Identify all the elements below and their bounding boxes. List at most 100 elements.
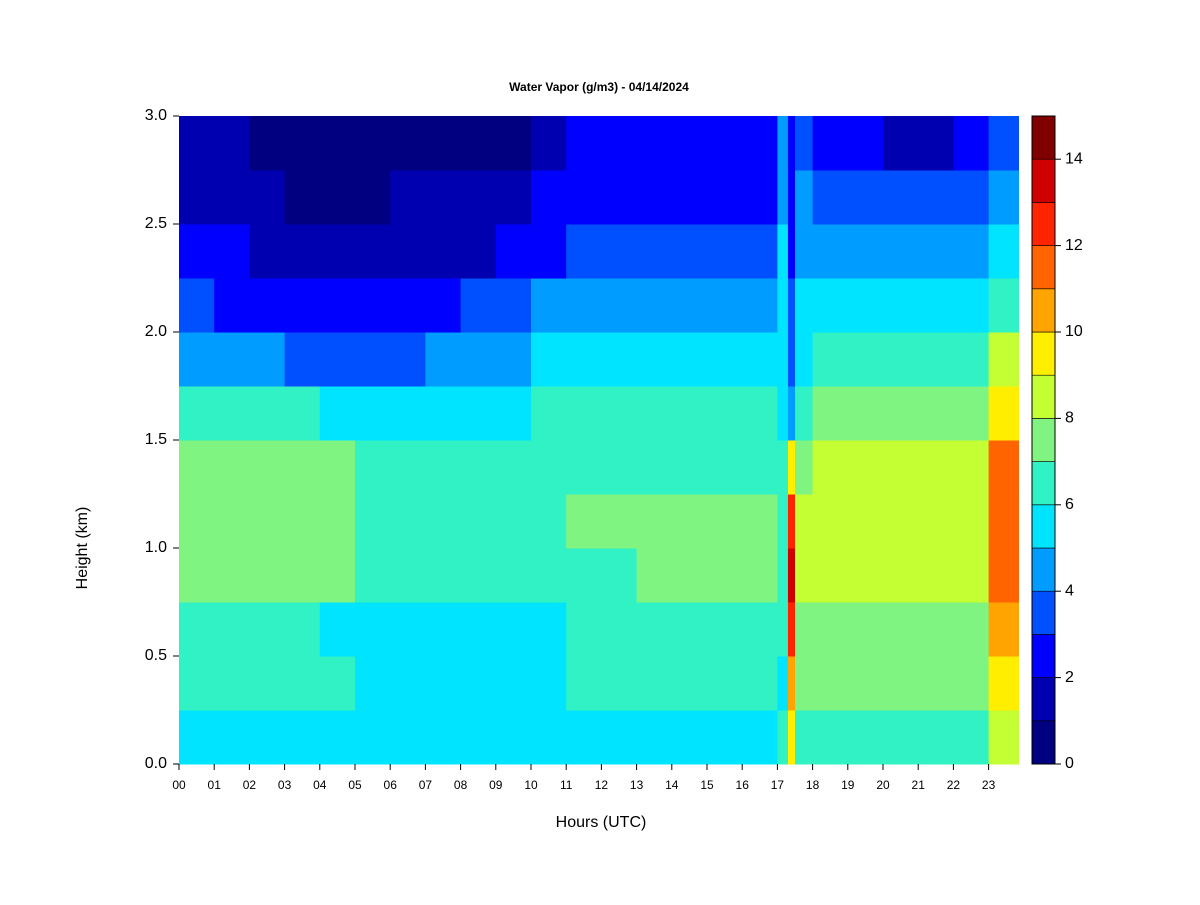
contour-cell — [425, 116, 462, 171]
x-tick-label: 22 — [947, 778, 961, 792]
contour-cell — [355, 116, 391, 171]
contour-cell — [179, 278, 215, 333]
contour-cell — [249, 386, 286, 441]
contour-cell — [742, 386, 778, 441]
contour-cell — [918, 386, 954, 441]
contour-cell — [460, 602, 497, 657]
contour-cell — [953, 386, 990, 441]
contour-cell — [214, 548, 250, 603]
contour-cell — [249, 332, 286, 387]
contour-cell — [671, 332, 708, 387]
contour-cell — [742, 656, 778, 711]
contour-cell — [953, 224, 990, 279]
x-axis-label: Hours (UTC) — [556, 814, 647, 831]
contour-cell — [425, 710, 462, 765]
colorbar-segment — [1031, 590, 1056, 635]
contour-cell — [883, 494, 919, 549]
contour-cell — [787, 494, 796, 549]
contour-cell — [636, 710, 673, 765]
contour-cell — [795, 332, 814, 387]
contour-cell — [988, 710, 1020, 765]
contour-cell — [495, 494, 532, 549]
contour-cell — [953, 332, 990, 387]
contour-cell — [883, 548, 919, 603]
contour-cell — [355, 548, 391, 603]
contour-cell — [883, 224, 919, 279]
contour-cell — [707, 494, 743, 549]
contour-cell — [795, 386, 814, 441]
contour-cell — [460, 656, 497, 711]
contour-cell — [847, 602, 884, 657]
contour-cell — [742, 440, 778, 495]
contour-cell — [566, 386, 602, 441]
contour-cell — [460, 386, 497, 441]
contour-cell — [847, 278, 884, 333]
contour-cell — [787, 224, 796, 279]
colorbar-segment — [1031, 245, 1056, 290]
contour-cell — [355, 332, 391, 387]
contour-cell — [988, 656, 1020, 711]
contour-cell — [355, 602, 391, 657]
contour-cell — [214, 440, 250, 495]
contour-cell — [284, 656, 321, 711]
contour-cell — [390, 548, 426, 603]
contour-cell — [953, 440, 990, 495]
contour-cell — [883, 602, 919, 657]
contour-cell — [918, 332, 954, 387]
contour-cell — [566, 170, 602, 225]
contour-cell — [319, 710, 356, 765]
contour-cell — [953, 278, 990, 333]
contour-cell — [707, 332, 743, 387]
contour-cell — [390, 332, 426, 387]
x-tick-label: 08 — [454, 778, 468, 792]
contour-cell — [249, 494, 286, 549]
contour-cell — [787, 386, 796, 441]
contour-cell — [531, 170, 567, 225]
contour-cell — [460, 332, 497, 387]
colorbar-segment — [1031, 720, 1056, 765]
contour-cell — [795, 278, 814, 333]
contour-cell — [795, 602, 814, 657]
contour-cell — [847, 548, 884, 603]
contour-cell — [284, 224, 321, 279]
contour-cell — [179, 440, 215, 495]
contour-cell — [284, 332, 321, 387]
contour-cell — [179, 224, 215, 279]
contour-cell — [425, 548, 462, 603]
contour-cell — [707, 278, 743, 333]
x-tick-label: 15 — [700, 778, 714, 792]
contour-cell — [495, 332, 532, 387]
contour-cell — [601, 224, 638, 279]
x-tick-label: 18 — [806, 778, 820, 792]
contour-cell — [988, 170, 1020, 225]
contour-cell — [918, 224, 954, 279]
colorbar-tick-label: 2 — [1065, 669, 1074, 686]
contour-cell — [319, 224, 356, 279]
x-tick-label: 21 — [912, 778, 926, 792]
contour-cell — [812, 386, 849, 441]
x-tick-label: 23 — [982, 778, 996, 792]
contour-cell — [847, 710, 884, 765]
contour-cell — [319, 116, 356, 171]
contour-cell — [460, 278, 497, 333]
contour-cell — [249, 710, 286, 765]
contour-cell — [460, 116, 497, 171]
contour-cell — [707, 386, 743, 441]
contour-cell — [495, 710, 532, 765]
contour-cell — [249, 116, 286, 171]
contour-cell — [777, 332, 789, 387]
contour-cell — [460, 440, 497, 495]
contour-cell — [707, 548, 743, 603]
contour-cell — [495, 656, 532, 711]
contour-cell — [425, 602, 462, 657]
contour-cell — [390, 278, 426, 333]
contour-cell — [214, 386, 250, 441]
contour-cell — [636, 602, 673, 657]
colorbar-segment — [1031, 547, 1056, 592]
contour-cell — [425, 386, 462, 441]
colorbar-segment — [1031, 115, 1056, 160]
contour-cell — [495, 278, 532, 333]
contour-cell — [777, 170, 789, 225]
contour-cell — [249, 602, 286, 657]
